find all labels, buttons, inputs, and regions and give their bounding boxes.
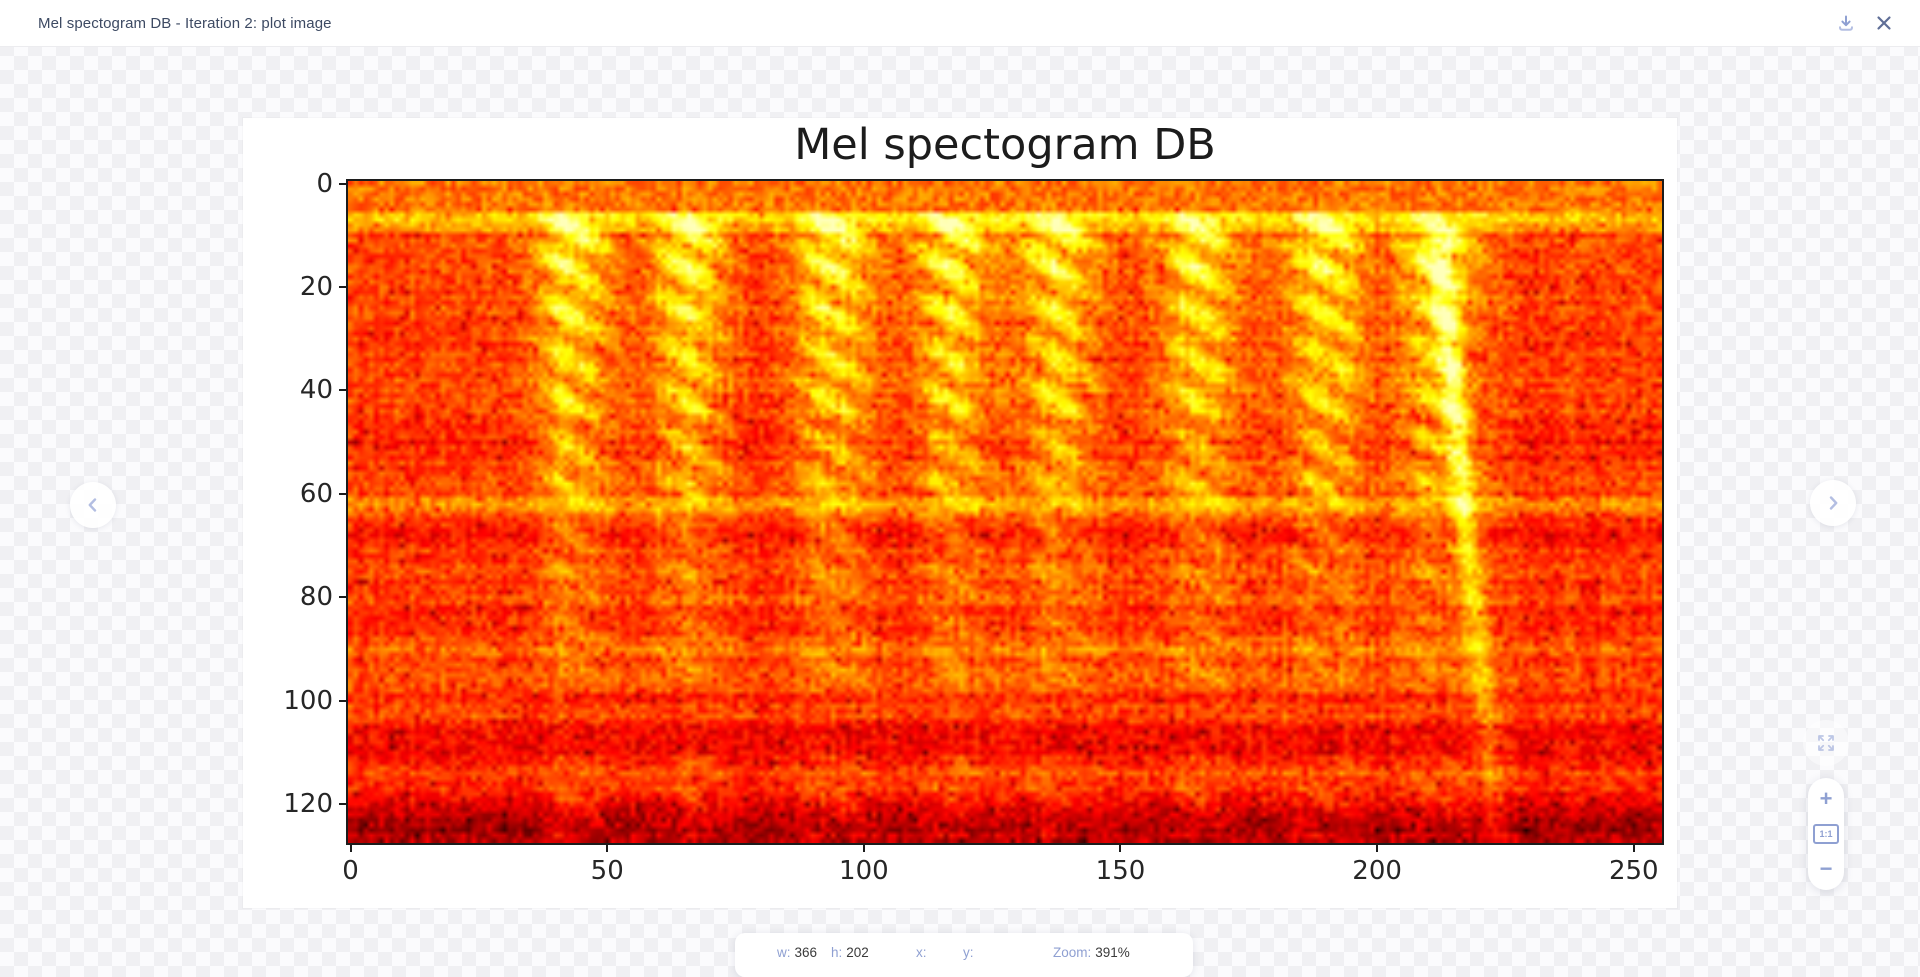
zoom-in-button[interactable]: + xyxy=(1819,786,1833,811)
x-tick-mark xyxy=(1376,843,1379,852)
y-tick-mark xyxy=(339,596,348,599)
x-tick-mark xyxy=(862,843,865,852)
x-tick-mark xyxy=(1119,843,1122,852)
status-label: h: xyxy=(831,945,843,960)
status-item: w: 366 xyxy=(777,945,817,960)
one-to-one-icon: 1:1 xyxy=(1813,824,1839,844)
plot-title: Mel spectogram DB xyxy=(794,120,1216,170)
expand-icon xyxy=(1816,733,1836,753)
chevron-left-icon xyxy=(84,496,102,514)
y-tick-label: 20 xyxy=(299,272,333,303)
x-tick-label: 250 xyxy=(1608,856,1659,886)
status-item: y: xyxy=(963,945,978,960)
close-icon xyxy=(1874,13,1894,33)
status-label: x: xyxy=(916,945,927,960)
spectrogram-axes: 0 50 100 150 200 250 0 20 40 60 80 100 120 xyxy=(283,169,1664,886)
x-tick-mark xyxy=(1632,843,1635,852)
status-value: 391% xyxy=(1095,945,1130,960)
image-status-bar: w: 366 h: 202 x: y: Zoom: 391% xyxy=(735,933,1193,977)
y-tick-mark xyxy=(339,182,348,185)
y-tick-mark xyxy=(339,803,348,806)
y-tick-mark xyxy=(339,492,348,495)
plot-image[interactable]: Mel spectogram DB 0 50 100 150 200 250 0 20 40 6… xyxy=(243,118,1677,908)
x-tick-label: 0 xyxy=(342,856,359,886)
x-tick-mark xyxy=(606,843,609,852)
x-tick-label: 100 xyxy=(839,856,889,886)
y-tick-label: 80 xyxy=(299,582,333,613)
viewer-titlebar: Mel spectogram DB - Iteration 2: plot im… xyxy=(0,0,1920,47)
download-icon xyxy=(1835,12,1857,34)
zoom-out-button[interactable]: − xyxy=(1819,856,1833,881)
status-item: h: 202 xyxy=(831,945,869,960)
close-button[interactable] xyxy=(1870,9,1898,37)
chevron-right-icon xyxy=(1824,494,1842,512)
y-tick-mark xyxy=(339,286,348,289)
zoom-toolbar: + 1:1 − xyxy=(1808,778,1844,890)
status-item: Zoom: 391% xyxy=(1053,945,1130,960)
download-button[interactable] xyxy=(1832,9,1860,37)
previous-image-button[interactable] xyxy=(70,482,116,528)
y-tick-label: 40 xyxy=(299,375,333,406)
y-tick-label: 120 xyxy=(283,789,333,820)
y-tick-mark xyxy=(339,389,348,392)
status-label: y: xyxy=(963,945,974,960)
viewer-title: Mel spectogram DB - Iteration 2: plot im… xyxy=(38,14,332,32)
x-tick-label: 200 xyxy=(1352,856,1402,886)
y-tick-label: 60 xyxy=(299,478,333,509)
x-tick-mark xyxy=(349,843,352,852)
status-value: 366 xyxy=(794,945,818,960)
status-item: x: xyxy=(916,945,931,960)
status-label: Zoom: xyxy=(1053,945,1092,960)
titlebar-actions xyxy=(1832,9,1920,37)
y-tick-label: 0 xyxy=(316,168,333,199)
fullscreen-button[interactable] xyxy=(1803,720,1849,766)
status-value: 202 xyxy=(846,945,869,960)
x-tick-label: 50 xyxy=(590,856,624,886)
spectrogram-heatmap xyxy=(348,181,1662,843)
y-tick-mark xyxy=(339,699,348,702)
x-tick-label: 150 xyxy=(1095,856,1146,886)
status-label: w: xyxy=(777,945,791,960)
y-tick-label: 100 xyxy=(283,685,333,716)
next-image-button[interactable] xyxy=(1810,480,1856,526)
actual-size-button[interactable]: 1:1 xyxy=(1813,824,1839,844)
